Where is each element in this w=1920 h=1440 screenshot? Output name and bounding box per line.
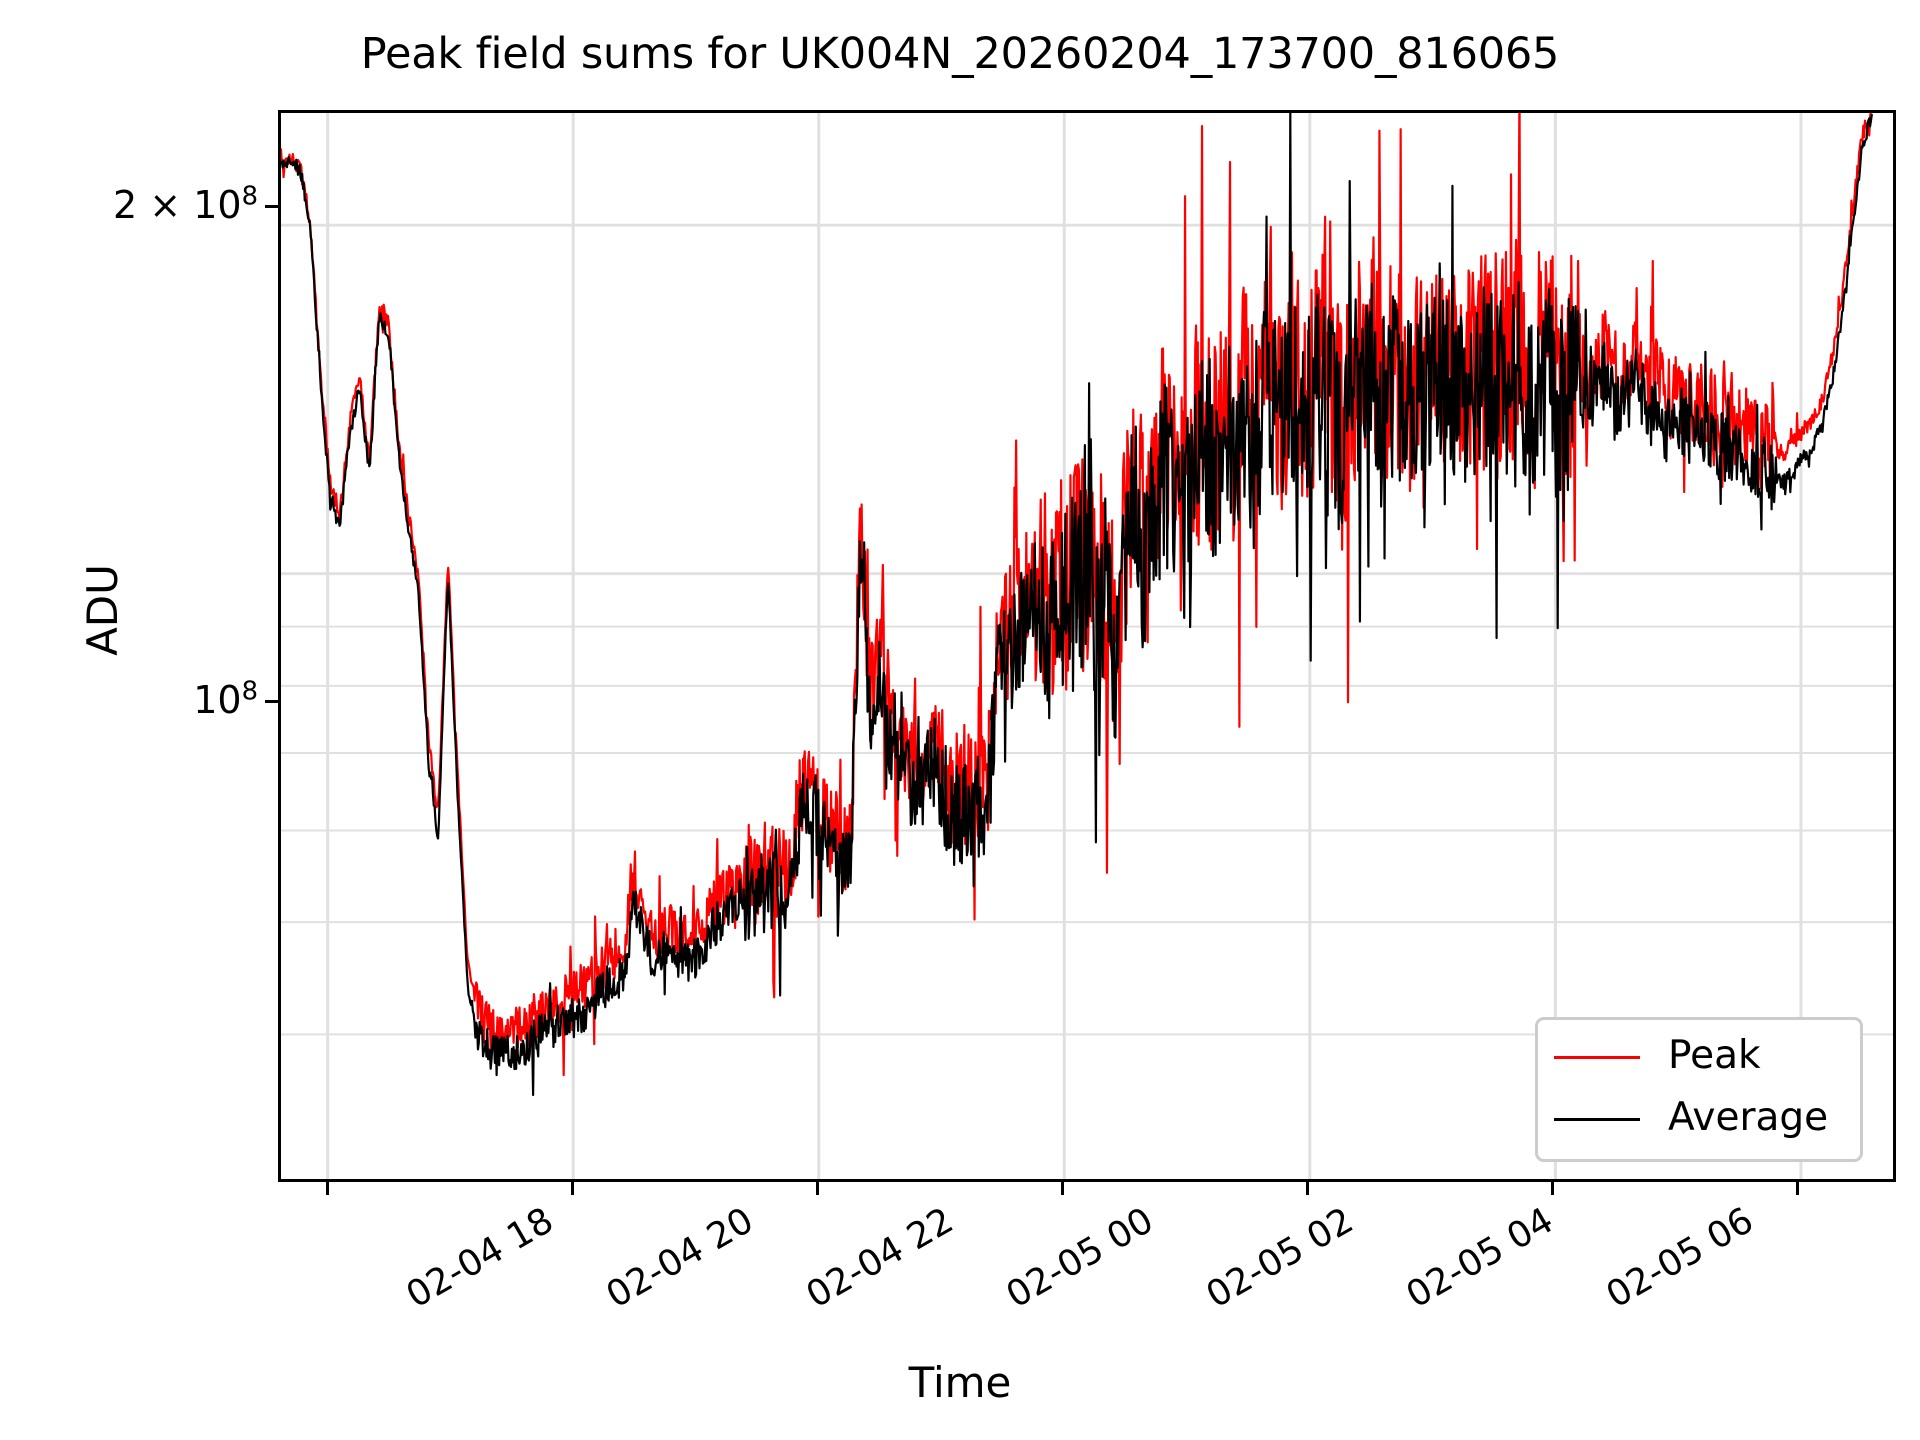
legend-swatch-peak: [1554, 1056, 1640, 1059]
x-tick-label-1: 02-04 20: [599, 1200, 761, 1317]
page-title: Peak field sums for UK004N_20260204_1737…: [360, 29, 1560, 79]
x-tick-label-2: 02-04 22: [799, 1200, 961, 1317]
legend-label-peak: Peak: [1668, 1033, 1761, 1078]
y-tick-label-2e8: 2 × 108: [113, 181, 258, 227]
x-tick-label-3: 02-05 00: [999, 1200, 1161, 1317]
x-tick-mark: [1796, 1182, 1799, 1195]
legend[interactable]: Peak Average: [1535, 1017, 1863, 1162]
x-tick-mark: [816, 1182, 819, 1195]
x-tick-mark: [1306, 1182, 1309, 1195]
x-tick-label-4: 02-05 02: [1199, 1200, 1361, 1317]
plot-area: [278, 110, 1896, 1182]
x-axis-label: Time: [908, 1358, 1012, 1407]
gridlines: [281, 113, 1893, 1179]
y-axis-label: ADU: [78, 564, 127, 656]
y-tick-mark-major: [265, 205, 278, 208]
legend-item-average[interactable]: Average: [1538, 1090, 1860, 1150]
legend-label-average: Average: [1668, 1095, 1829, 1140]
legend-item-peak[interactable]: Peak: [1538, 1028, 1860, 1088]
series-line-average: [281, 113, 1873, 1097]
series-plot: [281, 113, 1893, 1179]
x-tick-label-6: 02-05 06: [1599, 1200, 1761, 1317]
x-tick-label-0: 02-04 18: [399, 1200, 561, 1317]
x-tick-label-5: 02-05 04: [1399, 1200, 1561, 1317]
series-line-peak: [281, 113, 1872, 1077]
data-series-layer: [281, 113, 1873, 1097]
y-tick-mark-major: [265, 700, 278, 703]
x-tick-mark: [1061, 1182, 1064, 1195]
legend-swatch-average: [1554, 1118, 1640, 1121]
x-tick-mark: [1551, 1182, 1554, 1195]
y-tick-label-1e8: 108: [193, 676, 258, 722]
x-tick-mark: [571, 1182, 574, 1195]
x-tick-mark: [326, 1182, 329, 1195]
